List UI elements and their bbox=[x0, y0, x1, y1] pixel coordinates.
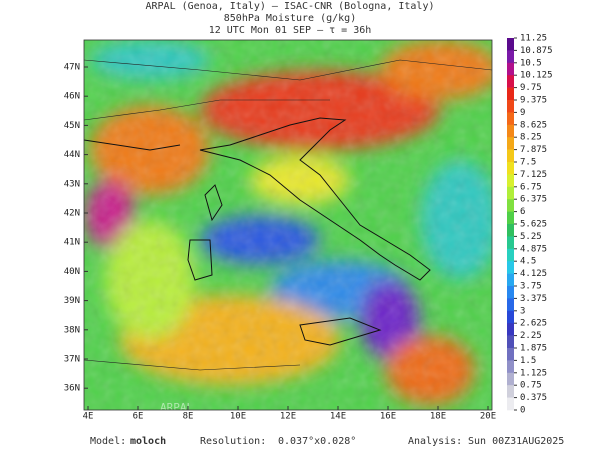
footer-label: Model: bbox=[90, 436, 126, 447]
colorbar-segment bbox=[507, 298, 514, 312]
colorbar-segment bbox=[507, 310, 514, 324]
colorbar-label: 10.5 bbox=[520, 58, 542, 68]
footer-value: 0.037°x0.028° bbox=[278, 436, 356, 447]
colorbar-segment bbox=[507, 62, 514, 76]
colorbar-label: 1.875 bbox=[520, 344, 547, 354]
colorbar-label: 5.25 bbox=[520, 232, 542, 242]
colorbar-segment bbox=[507, 348, 514, 361]
lon-label: 16E bbox=[380, 412, 396, 422]
colorbar-label: 7.875 bbox=[520, 145, 547, 155]
colorbar-segment bbox=[507, 323, 514, 336]
colorbar-segment bbox=[507, 100, 514, 113]
colorbar-label: 2.625 bbox=[520, 319, 547, 329]
footer-value: moloch bbox=[130, 436, 166, 447]
lat-label: 40N bbox=[64, 267, 80, 277]
lon-label: 6E bbox=[133, 412, 144, 422]
colorbar-segment bbox=[507, 224, 514, 237]
colorbar-label: 1.5 bbox=[520, 356, 536, 366]
colorbar-segment bbox=[507, 248, 514, 262]
colorbar-segment bbox=[507, 261, 514, 274]
colorbar-label: 0 bbox=[520, 406, 525, 416]
lon-label: 20E bbox=[480, 412, 496, 422]
colorbar-label: 3 bbox=[520, 306, 525, 316]
colorbar-segment bbox=[507, 112, 514, 126]
colorbar-segment bbox=[507, 50, 514, 64]
lat-label: 42N bbox=[64, 209, 80, 219]
colorbar: 11.25 10.875 10.5 10.125 9.75 9.375 9 8.625 8.25… bbox=[507, 34, 553, 416]
colorbar-label: 3.375 bbox=[520, 294, 547, 304]
colorbar-segment bbox=[507, 211, 514, 225]
colorbar-segment bbox=[507, 124, 514, 138]
colorbar-segment bbox=[507, 38, 514, 51]
colorbar-segment bbox=[507, 360, 514, 374]
colorbar-label: 9.75 bbox=[520, 83, 542, 93]
colorbar-label: 6 bbox=[520, 207, 525, 217]
lat-label: 37N bbox=[64, 355, 80, 365]
lat-label: 46N bbox=[64, 92, 80, 102]
colorbar-label: 0.75 bbox=[520, 381, 542, 391]
lon-label: 12E bbox=[280, 412, 296, 422]
colorbar-segment bbox=[507, 372, 514, 386]
colorbar-label: 2.25 bbox=[520, 331, 542, 341]
colorbar-label: 5.625 bbox=[520, 220, 547, 230]
lat-label: 39N bbox=[64, 296, 80, 306]
colorbar-label: 1.125 bbox=[520, 368, 547, 378]
colorbar-label: 8.25 bbox=[520, 133, 542, 143]
title-line: 850hPa Moisture (g/kg) bbox=[224, 13, 356, 24]
colorbar-segment bbox=[507, 335, 514, 349]
colorbar-label: 10.125 bbox=[520, 71, 553, 81]
colorbar-label: 9 bbox=[520, 108, 525, 118]
colorbar-segment bbox=[507, 137, 514, 150]
lon-label: 4E bbox=[83, 412, 94, 422]
colorbar-label: 4.5 bbox=[520, 257, 536, 267]
colorbar-segment bbox=[507, 87, 514, 101]
colorbar-label: 0.375 bbox=[520, 393, 547, 403]
colorbar-label: 3.75 bbox=[520, 282, 542, 292]
lat-label: 38N bbox=[64, 325, 80, 335]
colorbar-label: 8.625 bbox=[520, 120, 547, 130]
lat-label: 36N bbox=[64, 384, 80, 394]
colorbar-segment bbox=[507, 385, 514, 398]
lat-label: 41N bbox=[64, 238, 80, 248]
colorbar-segment bbox=[507, 273, 514, 287]
lat-axis: 47N 46N 45N 44N 43N 42N 41N 40N 39N 38N 37N 36N bbox=[64, 63, 88, 394]
colorbar-label: 6.75 bbox=[520, 182, 542, 192]
lon-label: 8E bbox=[183, 412, 194, 422]
colorbar-label: 4.125 bbox=[520, 269, 547, 279]
colorbar-segment bbox=[507, 199, 514, 212]
colorbar-label: 9.375 bbox=[520, 96, 547, 106]
colorbar-segment bbox=[507, 75, 514, 88]
colorbar-segment bbox=[507, 236, 514, 250]
footer-label: Analysis: bbox=[408, 436, 462, 447]
colorbar-label: 7.5 bbox=[520, 158, 536, 168]
footer-label: Resolution: bbox=[200, 436, 266, 447]
colorbar-segment bbox=[507, 174, 514, 188]
watermark: ARPAL bbox=[160, 401, 193, 414]
title-line: ARPAL (Genoa, Italy) – ISAC-CNR (Bologna… bbox=[146, 1, 435, 12]
lat-label: 43N bbox=[64, 179, 80, 189]
colorbar-segment bbox=[507, 286, 514, 299]
colorbar-segment bbox=[507, 149, 514, 163]
colorbar-segment bbox=[507, 397, 514, 411]
colorbar-label: 6.375 bbox=[520, 195, 547, 205]
colorbar-label: 4.875 bbox=[520, 244, 547, 254]
lat-label: 45N bbox=[64, 121, 80, 131]
moisture-field: ARPAL bbox=[84, 40, 492, 414]
colorbar-label: 11.25 bbox=[520, 34, 547, 44]
colorbar-segment bbox=[507, 162, 514, 175]
lon-label: 18E bbox=[430, 412, 446, 422]
lon-label: 10E bbox=[230, 412, 246, 422]
title-line: 12 UTC Mon 01 SEP – τ = 36h bbox=[209, 25, 372, 36]
colorbar-label: 10.875 bbox=[520, 46, 553, 56]
lat-label: 47N bbox=[64, 63, 80, 73]
footer-value: Sun 00Z31AUG2025 bbox=[468, 436, 564, 447]
colorbar-label: 7.125 bbox=[520, 170, 547, 180]
lon-label: 14E bbox=[330, 412, 346, 422]
lat-label: 44N bbox=[64, 150, 80, 160]
colorbar-segment bbox=[507, 186, 514, 200]
lon-axis: 4E 6E 8E 10E 12E 14E 16E 18E 20E bbox=[83, 406, 496, 422]
